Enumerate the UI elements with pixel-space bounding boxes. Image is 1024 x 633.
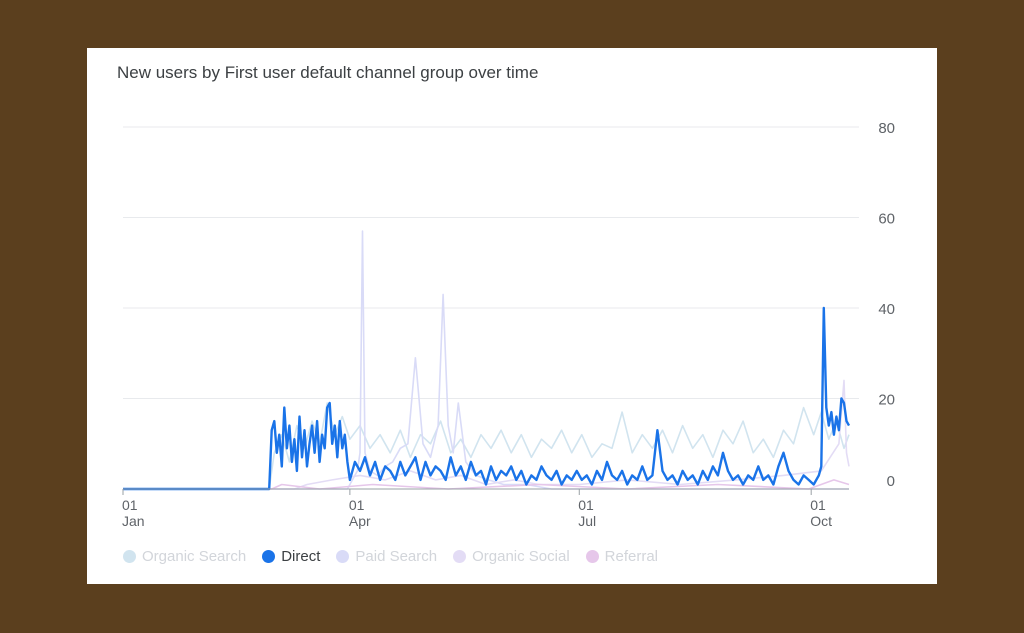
- y-tick-label: 80: [878, 120, 895, 137]
- legend-item-referral[interactable]: Referral: [585, 548, 659, 565]
- legend-dot-icon: [336, 550, 350, 563]
- x-tick-month: Jan: [122, 513, 145, 529]
- series-line-direct: [123, 306, 851, 491]
- legend-label: Organic Search: [142, 548, 247, 565]
- series-line-referral: [123, 479, 850, 490]
- x-tick-month: Oct: [810, 513, 832, 529]
- x-tick-month: Jul: [578, 513, 596, 529]
- series-line-organic-social: [123, 379, 850, 490]
- legend-dot-icon: [123, 550, 136, 563]
- legend-label: Referral: [604, 548, 659, 565]
- y-tick-label: 20: [878, 392, 895, 409]
- legend-dot-icon: [453, 550, 467, 563]
- legend-label: Paid Search: [355, 548, 438, 565]
- x-tick-day: 01: [349, 497, 365, 513]
- chart-title: New users by First user default channel …: [117, 63, 539, 82]
- chart-card: New users by First user default channel …: [87, 48, 937, 584]
- x-tick-day: 01: [810, 497, 826, 513]
- legend-dot-icon: [262, 550, 276, 563]
- y-tick-label: 40: [878, 301, 895, 318]
- x-tick-day: 01: [122, 497, 138, 513]
- legend-dot-icon: [585, 550, 599, 563]
- y-tick-label: 60: [878, 211, 895, 228]
- y-tick-label: 0: [887, 473, 895, 490]
- x-tick-month: Apr: [349, 513, 371, 529]
- legend-label: Organic Social: [472, 548, 570, 565]
- series-line-paid-search: [123, 230, 849, 490]
- legend-item-organic-search[interactable]: Organic Search: [123, 548, 246, 565]
- legend-item-organic-social[interactable]: Organic Social: [453, 548, 570, 565]
- x-tick-day: 01: [578, 497, 594, 513]
- legend-item-paid-search[interactable]: Paid Search: [336, 548, 437, 565]
- series-line-organic-search: [123, 402, 850, 490]
- legend-label: Direct: [281, 548, 321, 565]
- legend-item-direct[interactable]: Direct: [262, 548, 320, 565]
- chart-legend: Organic Search Direct Paid Search Organic S…: [123, 548, 658, 565]
